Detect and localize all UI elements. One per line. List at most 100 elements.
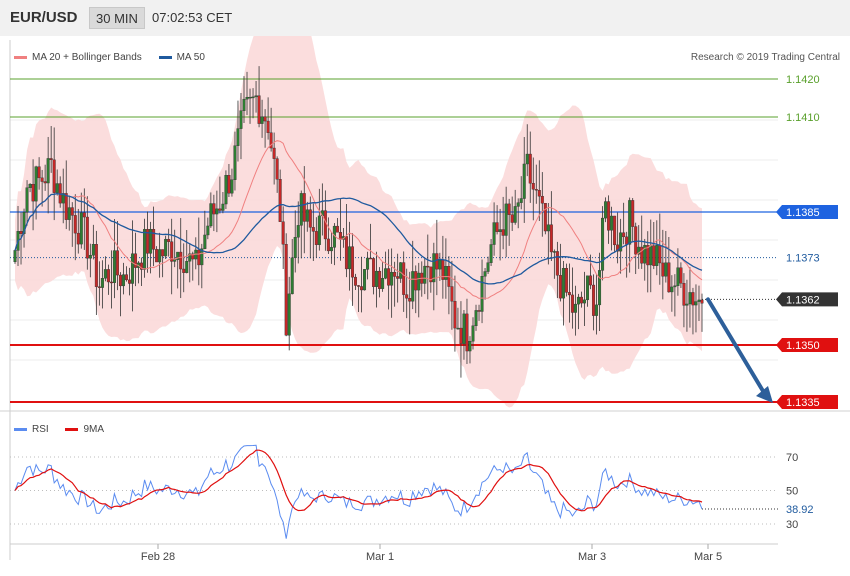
- candle-body: [564, 268, 568, 293]
- candle-body: [106, 269, 110, 283]
- candle-body: [643, 245, 647, 264]
- candle-body: [248, 96, 252, 99]
- candle-body: [302, 193, 306, 222]
- candle-body: [76, 232, 80, 245]
- candle-body: [197, 249, 201, 266]
- candle-body: [399, 262, 403, 279]
- candle-body: [561, 268, 565, 299]
- candle-body: [73, 215, 77, 234]
- candle-body: [245, 96, 249, 100]
- candle-body: [555, 251, 559, 276]
- candle-body: [658, 245, 662, 264]
- candle-body: [227, 175, 231, 194]
- candle-body: [64, 193, 68, 220]
- candle-body: [121, 274, 125, 287]
- candle-body: [534, 189, 538, 191]
- candle-body: [124, 274, 128, 281]
- candle-body: [206, 225, 210, 236]
- candle-body: [438, 259, 442, 270]
- candle-body: [652, 245, 656, 266]
- candle-body: [278, 179, 282, 222]
- candle-body: [284, 244, 288, 336]
- last-price-label: 1.1362: [786, 294, 820, 306]
- candle-body: [486, 262, 490, 272]
- candle-body: [444, 266, 448, 280]
- legend-item-ma20-bollinger: MA 20 + Bollinger Bands: [14, 52, 142, 63]
- candle-body: [100, 278, 104, 288]
- candle-body: [85, 216, 89, 259]
- candle-body: [173, 259, 177, 262]
- candle-body: [290, 257, 294, 295]
- symbol-label: EUR/USD: [10, 9, 78, 26]
- candle-body: [504, 203, 508, 236]
- legend-item-rsi: RSI: [14, 424, 49, 435]
- candle-body: [531, 183, 535, 190]
- candle-body: [498, 229, 502, 232]
- candle-body: [203, 234, 207, 249]
- candle-body: [601, 217, 605, 271]
- candle-body: [573, 303, 577, 313]
- candle-body: [655, 245, 659, 266]
- candle-body: [200, 248, 204, 266]
- candle-body: [567, 292, 571, 296]
- candle-body: [679, 267, 683, 284]
- candle-body: [462, 313, 466, 344]
- x-tick-label: Mar 5: [694, 551, 722, 563]
- legend-swatch: [14, 427, 27, 431]
- candle-body: [676, 267, 680, 286]
- candle-body: [158, 249, 162, 263]
- candle-body: [49, 158, 53, 161]
- candle-body: [212, 203, 216, 215]
- legend-label: 9MA: [83, 424, 105, 435]
- candle-body: [423, 265, 427, 284]
- interval-selector[interactable]: 30 MIN: [89, 7, 145, 29]
- candle-body: [459, 327, 463, 344]
- candle-body: [595, 304, 599, 316]
- candle-body: [269, 132, 273, 149]
- candle-body: [22, 212, 26, 234]
- candle-body: [543, 203, 547, 232]
- candle-body: [435, 253, 439, 270]
- candle-body: [519, 198, 523, 203]
- pivot-label-box: [776, 205, 838, 219]
- candle-body: [28, 183, 32, 188]
- support-label-box: [776, 338, 838, 352]
- candle-body: [272, 147, 276, 159]
- candle-body: [275, 158, 279, 180]
- candle-body: [293, 237, 297, 259]
- candle-body: [610, 215, 614, 231]
- candle-body: [103, 269, 107, 279]
- price-chart[interactable]: 1.1420 1.1410 1.1385 1.1373 1.1350 1.1335 1.13…: [0, 36, 850, 576]
- candle-body: [649, 245, 653, 266]
- candle-body: [510, 214, 514, 223]
- candle-body: [546, 224, 550, 232]
- candle-body: [67, 207, 71, 220]
- candle-body: [115, 250, 119, 276]
- candle-body: [384, 268, 388, 279]
- candle-body: [369, 257, 373, 260]
- candle-body: [474, 310, 478, 327]
- candle-body: [61, 193, 65, 204]
- candle-body: [625, 236, 629, 245]
- candle-body: [185, 261, 189, 273]
- candle-body: [378, 270, 382, 289]
- rsi-legend: RSI 9MA: [14, 424, 118, 435]
- candle-body: [230, 179, 234, 194]
- candle-body: [622, 232, 626, 238]
- candle-body: [592, 284, 596, 316]
- candle-body: [34, 166, 38, 202]
- candle-body: [13, 250, 17, 263]
- candle-body: [537, 190, 541, 197]
- x-tick-label: Mar 1: [366, 551, 394, 563]
- candle-body: [525, 153, 529, 165]
- candle-body: [357, 285, 361, 287]
- candle-body: [215, 208, 219, 215]
- candle-body: [161, 249, 165, 257]
- candle-body: [495, 222, 499, 232]
- candle-body: [167, 238, 171, 242]
- candle-body: [540, 195, 544, 204]
- candle-body: [299, 193, 303, 226]
- candle-body: [513, 206, 517, 223]
- candle-body: [366, 257, 370, 270]
- rsi-last-label: 38.92: [786, 504, 814, 516]
